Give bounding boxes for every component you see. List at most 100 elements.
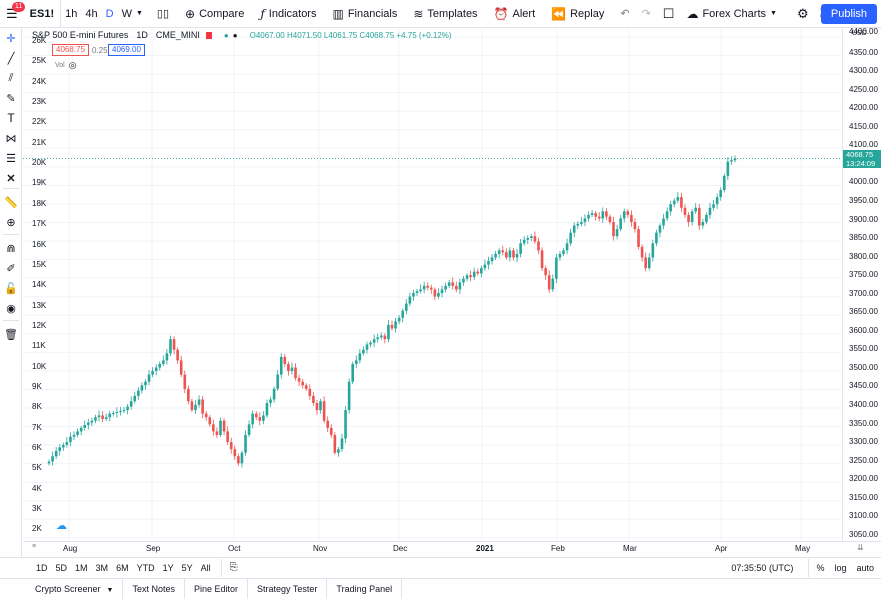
menu-button[interactable]: ☰ 11 bbox=[0, 0, 26, 28]
tab-text-notes[interactable]: Text Notes bbox=[123, 578, 185, 599]
interval-1h[interactable]: 1h bbox=[61, 0, 81, 28]
tab-crypto-screener[interactable]: Crypto Screener ▼ bbox=[0, 578, 124, 599]
range-5d[interactable]: 5D bbox=[55, 562, 68, 573]
fullscreen-layout-button[interactable]: ☐ bbox=[657, 0, 681, 28]
candle-body bbox=[119, 410, 122, 412]
ruler-icon[interactable]: 📏 bbox=[4, 196, 18, 209]
text-icon[interactable]: T bbox=[7, 111, 15, 125]
brush-icon[interactable]: ✎ bbox=[6, 92, 16, 105]
zoom-in-icon[interactable]: ⊕ bbox=[6, 216, 16, 229]
tab-pine-editor[interactable]: Pine Editor bbox=[185, 578, 249, 599]
range-all[interactable]: All bbox=[200, 562, 211, 573]
symbol-title: S&P 500 E-mini Futures bbox=[32, 30, 129, 40]
bid-price[interactable]: 4068.75 bbox=[52, 44, 89, 56]
percent-toggle[interactable]: % bbox=[816, 562, 825, 573]
tab-trading-panel[interactable]: Trading Panel bbox=[327, 578, 403, 599]
financials-button[interactable]: ▥ Financials bbox=[326, 0, 403, 28]
candle-body bbox=[505, 252, 508, 258]
chart-pane[interactable]: ☁ bbox=[23, 29, 841, 541]
forecast-icon[interactable]: ☰ bbox=[6, 152, 16, 165]
indicators-button[interactable]: ƒ Indicators bbox=[254, 0, 322, 28]
range-1m[interactable]: 1M bbox=[75, 562, 88, 573]
tab-strategy-tester[interactable]: Strategy Tester bbox=[248, 578, 328, 599]
remove-drawings-icon[interactable]: ✕ bbox=[6, 172, 16, 185]
candle-body bbox=[115, 411, 119, 413]
range-5y[interactable]: 5Y bbox=[181, 562, 193, 573]
redo-button[interactable]: ↷ bbox=[636, 0, 657, 28]
ask-price[interactable]: 4069.00 bbox=[108, 44, 145, 56]
crosshair-icon[interactable]: ✛ bbox=[6, 32, 16, 45]
go-to-date-button[interactable]: ⎘ bbox=[224, 562, 244, 573]
tab-crypto-screener-label: Crypto Screener bbox=[35, 583, 101, 594]
trash-icon[interactable]: 🗑 bbox=[4, 328, 18, 341]
range-3m[interactable]: 3M bbox=[95, 562, 109, 573]
candle-body bbox=[187, 388, 190, 402]
candle-body bbox=[390, 324, 394, 329]
candle-body bbox=[547, 275, 551, 290]
range-ytd[interactable]: YTD bbox=[136, 562, 155, 573]
scroll-right-icon[interactable]: ⇊ bbox=[857, 543, 864, 552]
candle-body bbox=[179, 360, 183, 375]
trend-line-icon[interactable]: ╱ bbox=[7, 52, 15, 65]
function-icon: ƒ bbox=[260, 6, 265, 21]
candle-body bbox=[69, 436, 72, 443]
candle-body bbox=[351, 363, 354, 382]
candle-body bbox=[61, 444, 65, 448]
magnet-icon[interactable]: ⋒ bbox=[6, 242, 16, 255]
interval-d[interactable]: D bbox=[102, 0, 118, 28]
candle-body bbox=[254, 413, 258, 418]
price-chart: ☁ bbox=[23, 29, 841, 541]
range-1d[interactable]: 1D bbox=[36, 562, 48, 573]
volume-tick-label: 18K bbox=[32, 198, 47, 208]
range-1y[interactable]: 1Y bbox=[162, 562, 174, 573]
interval-w[interactable]: W ▼ bbox=[118, 0, 147, 28]
eye-icon[interactable]: ◉ bbox=[6, 302, 16, 315]
layout-selector[interactable]: ☁ Forex Charts ▼ bbox=[680, 0, 783, 28]
interval-1h-label: 1h bbox=[65, 7, 78, 20]
eye-icon[interactable]: ◎ bbox=[68, 60, 77, 70]
candle-body bbox=[94, 417, 97, 421]
templates-button[interactable]: ≋ Templates bbox=[407, 0, 483, 28]
time-axis[interactable]: Aug Sep Oct Nov Dec 2021 Feb Mar Apr May bbox=[23, 541, 881, 556]
candle-body bbox=[394, 321, 397, 329]
publish-button[interactable]: Publish bbox=[820, 4, 877, 24]
candle-body bbox=[287, 363, 290, 372]
lock-drawing-icon[interactable]: ✐ bbox=[6, 262, 16, 275]
undo-button[interactable]: ↶ bbox=[614, 0, 635, 28]
compare-button[interactable]: ⊕ Compare bbox=[179, 0, 250, 28]
settings-button[interactable]: ⚙ bbox=[791, 0, 815, 28]
price-axis[interactable]: 4400.00 4350.00 4300.00 4250.00 4200.00 4150.… bbox=[842, 27, 881, 541]
chart-type-button[interactable]: ▯▯ bbox=[151, 0, 175, 28]
price-tick-label: 4250.00 bbox=[849, 84, 878, 94]
candle-body bbox=[72, 434, 76, 437]
candle-body bbox=[183, 374, 187, 389]
volume-tick-label: 13K bbox=[32, 300, 47, 310]
candle-body bbox=[651, 243, 655, 258]
time-tick-label: Mar bbox=[623, 544, 637, 553]
candle-body bbox=[333, 434, 337, 453]
range-6m[interactable]: 6M bbox=[116, 562, 129, 573]
candle-body bbox=[447, 282, 451, 286]
utc-clock[interactable]: 07:35:50 (UTC) bbox=[731, 562, 794, 573]
candle-body bbox=[426, 285, 430, 288]
auto-toggle[interactable]: auto bbox=[856, 562, 874, 573]
spread-value: 0.25 bbox=[92, 46, 108, 55]
candle-body bbox=[151, 371, 154, 375]
go-to-start-icon[interactable]: ≡ bbox=[32, 543, 37, 550]
candle-body bbox=[587, 214, 590, 219]
alert-button[interactable]: ⏰ Alert bbox=[488, 0, 542, 28]
volume-tick-label: 6K bbox=[32, 443, 42, 452]
symbol-search[interactable]: ES1! bbox=[24, 0, 62, 28]
candle-body bbox=[108, 413, 112, 418]
time-tick-label: Aug bbox=[63, 544, 78, 553]
candle-body bbox=[601, 211, 605, 219]
pitchfork-icon[interactable]: ⫽ bbox=[8, 71, 14, 84]
interval-4h[interactable]: 4h bbox=[81, 0, 101, 28]
volume-tick-label: 22K bbox=[32, 117, 47, 127]
candle-body bbox=[354, 360, 358, 364]
replay-button[interactable]: ⏪ Replay bbox=[545, 0, 610, 28]
flag-icon bbox=[205, 31, 212, 39]
pattern-icon[interactable]: ⋈ bbox=[5, 132, 17, 145]
lock-icon[interactable]: 🔓 bbox=[4, 282, 18, 295]
log-toggle[interactable]: log bbox=[834, 562, 847, 573]
